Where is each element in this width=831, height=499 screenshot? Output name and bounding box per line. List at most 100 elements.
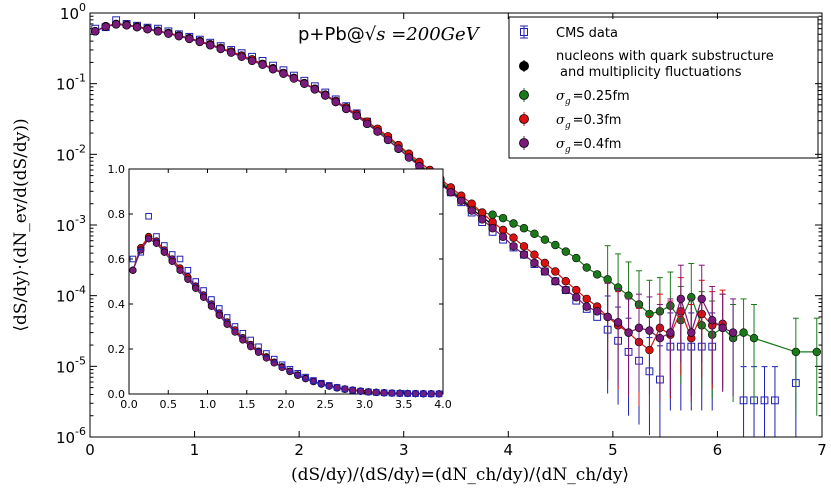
data-point bbox=[561, 277, 570, 286]
y-tick-label: 10-4 bbox=[56, 284, 86, 306]
data-point bbox=[226, 48, 236, 57]
data-point bbox=[718, 323, 727, 333]
data-point bbox=[325, 382, 333, 389]
x-tick-label: 2 bbox=[294, 441, 304, 459]
inset-y-tick-label: 1.0 bbox=[108, 163, 126, 176]
data-point bbox=[168, 251, 176, 258]
series-cms-data bbox=[129, 212, 443, 398]
data-point bbox=[380, 389, 388, 397]
data-point bbox=[477, 215, 487, 224]
data-point bbox=[530, 250, 539, 259]
data-point bbox=[223, 320, 231, 328]
y-tick-label: 100 bbox=[60, 1, 86, 23]
data-point bbox=[239, 336, 247, 344]
inset-x-tick-label: 1.0 bbox=[199, 398, 217, 411]
data-point bbox=[237, 52, 246, 61]
x-tick-label: 7 bbox=[817, 441, 827, 459]
inset-y-tick-label: 0.2 bbox=[108, 343, 126, 356]
data-point bbox=[592, 270, 602, 279]
data-point bbox=[286, 365, 294, 373]
data-point bbox=[666, 328, 675, 337]
inset-x-tick-label: 3.0 bbox=[356, 398, 374, 411]
data-point bbox=[310, 377, 317, 384]
data-point bbox=[184, 275, 192, 283]
data-point bbox=[145, 235, 153, 243]
data-point bbox=[132, 22, 142, 32]
data-point bbox=[365, 388, 372, 396]
data-point bbox=[624, 328, 633, 337]
data-point bbox=[519, 250, 529, 259]
main-axes-ticks: 0 1 2 3 4 5 6 7 100 10-1 10-2 10-3 10-4 10-5 10-6 bbox=[56, 1, 827, 459]
data-point bbox=[231, 323, 239, 330]
x-tick-label: 1 bbox=[190, 441, 200, 459]
data-point bbox=[111, 20, 121, 29]
data-point bbox=[294, 370, 302, 377]
data-point bbox=[572, 253, 581, 263]
data-point bbox=[812, 347, 821, 357]
y-tick-label: 10-2 bbox=[56, 142, 86, 164]
y-tick-label: 10-6 bbox=[56, 425, 86, 447]
data-point bbox=[582, 294, 591, 304]
inset-x-tick-label: 2.0 bbox=[277, 398, 295, 411]
data-point bbox=[168, 257, 176, 265]
data-point bbox=[318, 379, 325, 387]
data-point bbox=[247, 56, 257, 66]
legend-label-sigma-04: σg =0.4fm bbox=[556, 137, 621, 155]
data-point bbox=[404, 153, 414, 162]
data-point bbox=[161, 242, 168, 249]
data-point bbox=[540, 258, 550, 268]
data-point bbox=[333, 384, 341, 391]
data-point bbox=[254, 348, 263, 356]
data-point bbox=[200, 287, 207, 294]
data-point bbox=[310, 85, 320, 94]
data-point bbox=[435, 390, 443, 398]
data-point bbox=[300, 79, 309, 88]
data-point bbox=[551, 267, 560, 276]
legend-entry-nucleons: nucleons with quark substructure and mul… bbox=[519, 49, 774, 80]
data-point bbox=[739, 396, 748, 405]
data-point bbox=[404, 390, 411, 397]
data-point bbox=[572, 293, 581, 302]
data-point bbox=[540, 235, 550, 244]
legend-entry-sigma-025: σg =0.25fm bbox=[519, 88, 630, 107]
data-point bbox=[122, 21, 131, 30]
data-point bbox=[153, 27, 163, 36]
data-point bbox=[551, 240, 560, 250]
data-point bbox=[258, 60, 267, 69]
data-point bbox=[192, 278, 200, 285]
data-point bbox=[91, 27, 100, 36]
data-point bbox=[268, 65, 278, 74]
data-point bbox=[394, 144, 403, 153]
data-point bbox=[164, 29, 173, 38]
data-point bbox=[634, 323, 644, 333]
data-point bbox=[603, 312, 612, 322]
x-tick-label: 6 bbox=[713, 441, 723, 459]
data-point bbox=[184, 266, 192, 274]
data-point bbox=[791, 347, 801, 357]
data-point bbox=[206, 41, 215, 50]
legend-label-cms: CMS data bbox=[556, 26, 618, 41]
legend-label-sigma-025: σg =0.25fm bbox=[556, 89, 630, 107]
data-point bbox=[551, 277, 560, 286]
inset-x-tick-label: 0.0 bbox=[120, 398, 138, 411]
legend-label-nucleons-1: nucleons with quark substructure bbox=[556, 49, 774, 64]
x-tick-label: 4 bbox=[504, 441, 514, 459]
data-point bbox=[152, 239, 161, 247]
data-point bbox=[279, 69, 288, 78]
data-point bbox=[540, 267, 550, 276]
inset-y-tick-label: 0.8 bbox=[108, 208, 126, 221]
data-point bbox=[255, 343, 262, 351]
data-point bbox=[383, 135, 393, 145]
data-point bbox=[749, 334, 759, 343]
data-point bbox=[373, 127, 382, 136]
data-point bbox=[247, 343, 255, 351]
legend-box bbox=[508, 16, 819, 159]
data-point bbox=[263, 350, 270, 357]
data-point bbox=[420, 390, 427, 398]
data-point bbox=[247, 336, 254, 344]
data-point bbox=[697, 294, 706, 304]
data-point bbox=[270, 355, 278, 363]
legend-entry-sigma-04: σg =0.4fm bbox=[519, 136, 621, 155]
data-point bbox=[707, 315, 717, 325]
legend: CMS data nucleons with quark substructur… bbox=[508, 16, 819, 159]
